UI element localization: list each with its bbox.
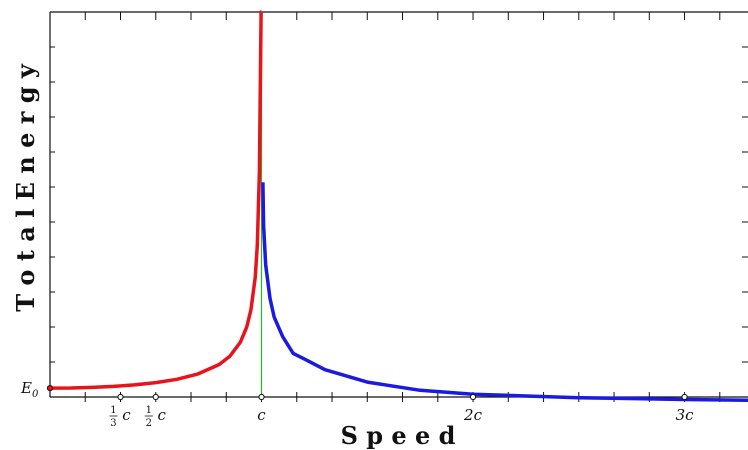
x-tick-label-numerator: 1 bbox=[110, 405, 116, 416]
y-axis-title: T o t a l E n e r g y bbox=[11, 63, 40, 312]
x-axis-title: S p e e d bbox=[341, 421, 456, 450]
axis-ticks bbox=[50, 12, 748, 402]
series-layer bbox=[49, 10, 748, 402]
x-tick-label-numerator: 1 bbox=[146, 405, 152, 416]
x-tick-label: c bbox=[257, 406, 266, 424]
x-tick-label-denominator: 3 bbox=[110, 418, 116, 429]
series-line-2 bbox=[261, 182, 748, 402]
series-line-1 bbox=[49, 10, 264, 390]
x-tick-label: 2c bbox=[463, 406, 483, 424]
x-marker-point bbox=[258, 393, 265, 401]
y-tick-label-subscript: 0 bbox=[32, 389, 39, 400]
x-tick-label: c bbox=[158, 406, 167, 424]
x-marker-point bbox=[469, 393, 477, 401]
x-tick-label: 3c bbox=[676, 406, 695, 424]
x-marker-point bbox=[117, 393, 124, 401]
x-marker-point bbox=[681, 393, 688, 401]
y-tick-label-e0: E0 bbox=[20, 379, 39, 400]
e0-marker-point bbox=[46, 385, 54, 392]
x-marker-point bbox=[152, 393, 159, 401]
x-tick-label: c bbox=[122, 406, 131, 424]
plot-frame bbox=[49, 11, 748, 398]
x-tick-label-denominator: 2 bbox=[146, 418, 152, 429]
